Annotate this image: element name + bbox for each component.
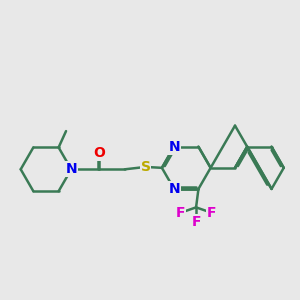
Text: S: S [140, 160, 151, 174]
Text: N: N [168, 140, 180, 154]
Text: F: F [176, 206, 185, 220]
Text: F: F [191, 215, 201, 229]
Text: F: F [207, 206, 216, 220]
Text: N: N [65, 162, 77, 176]
Text: O: O [94, 146, 105, 160]
Text: N: N [168, 182, 180, 196]
